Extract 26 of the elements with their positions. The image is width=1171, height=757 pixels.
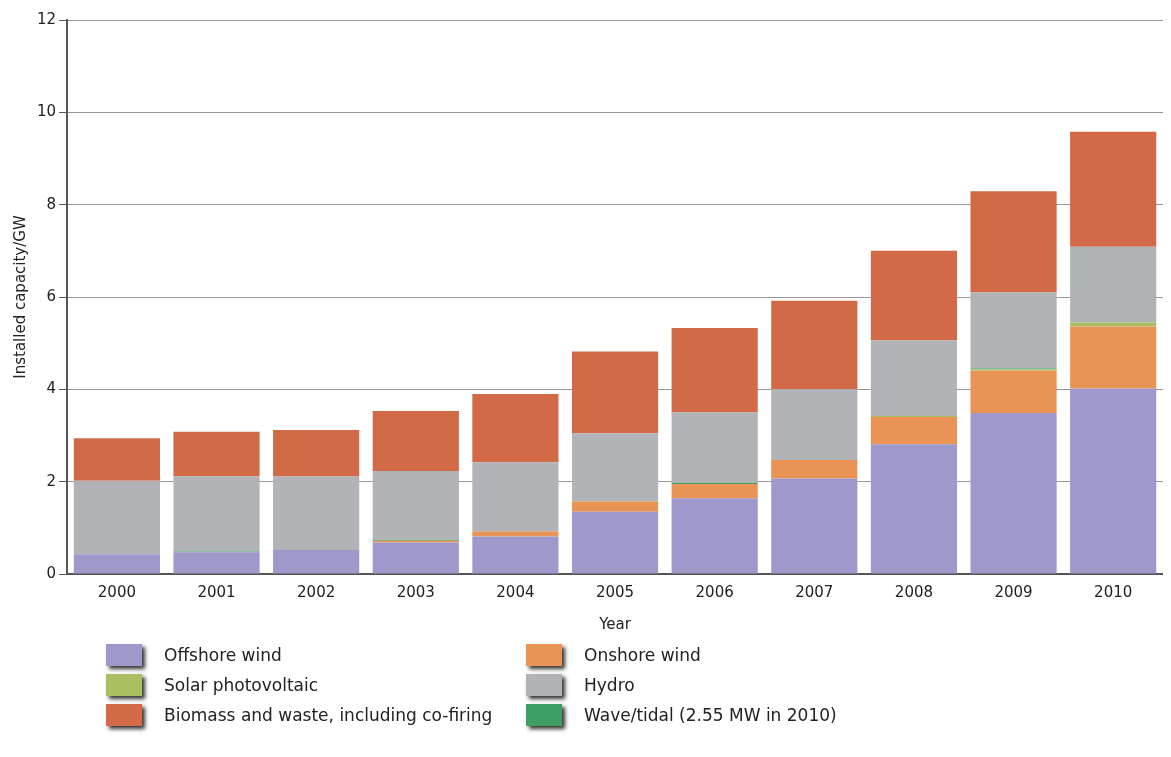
x-tick-label: 2010 — [1094, 582, 1133, 601]
y-tick-label: 4 — [46, 379, 57, 398]
legend-label: Offshore wind — [164, 645, 282, 665]
y-tick-label: 0 — [46, 563, 57, 582]
legend-label: Solar photovoltaic — [164, 675, 319, 695]
x-axis-title: Year — [598, 614, 632, 633]
x-tick-label: 2000 — [97, 582, 136, 601]
y-tick-label: 12 — [36, 9, 57, 28]
legend-label: Hydro — [584, 675, 635, 695]
y-tick-label: 2 — [46, 471, 57, 490]
x-tick-label: 2006 — [695, 582, 734, 601]
legend-label: Biomass and waste, including co-firing — [164, 705, 493, 725]
y-tick-label: 8 — [46, 194, 57, 213]
x-tick-label: 2005 — [595, 582, 635, 601]
x-tick-label: 2008 — [894, 582, 934, 601]
x-tick-label: 2003 — [396, 582, 435, 601]
y-tick-label: 6 — [46, 286, 57, 305]
x-tick-label: 2001 — [197, 582, 236, 601]
x-tick-label: 2009 — [994, 582, 1033, 601]
x-tick-label: 2004 — [496, 582, 535, 601]
y-axis-title: Installed capacity/GW — [10, 215, 29, 379]
legend-label: Onshore wind — [584, 645, 701, 665]
legend-label: Wave/tidal (2.55 MW in 2010) — [584, 705, 837, 725]
y-tick-label: 10 — [36, 102, 57, 121]
x-tick-label: 2007 — [795, 582, 834, 601]
x-tick-label: 2002 — [297, 582, 336, 601]
